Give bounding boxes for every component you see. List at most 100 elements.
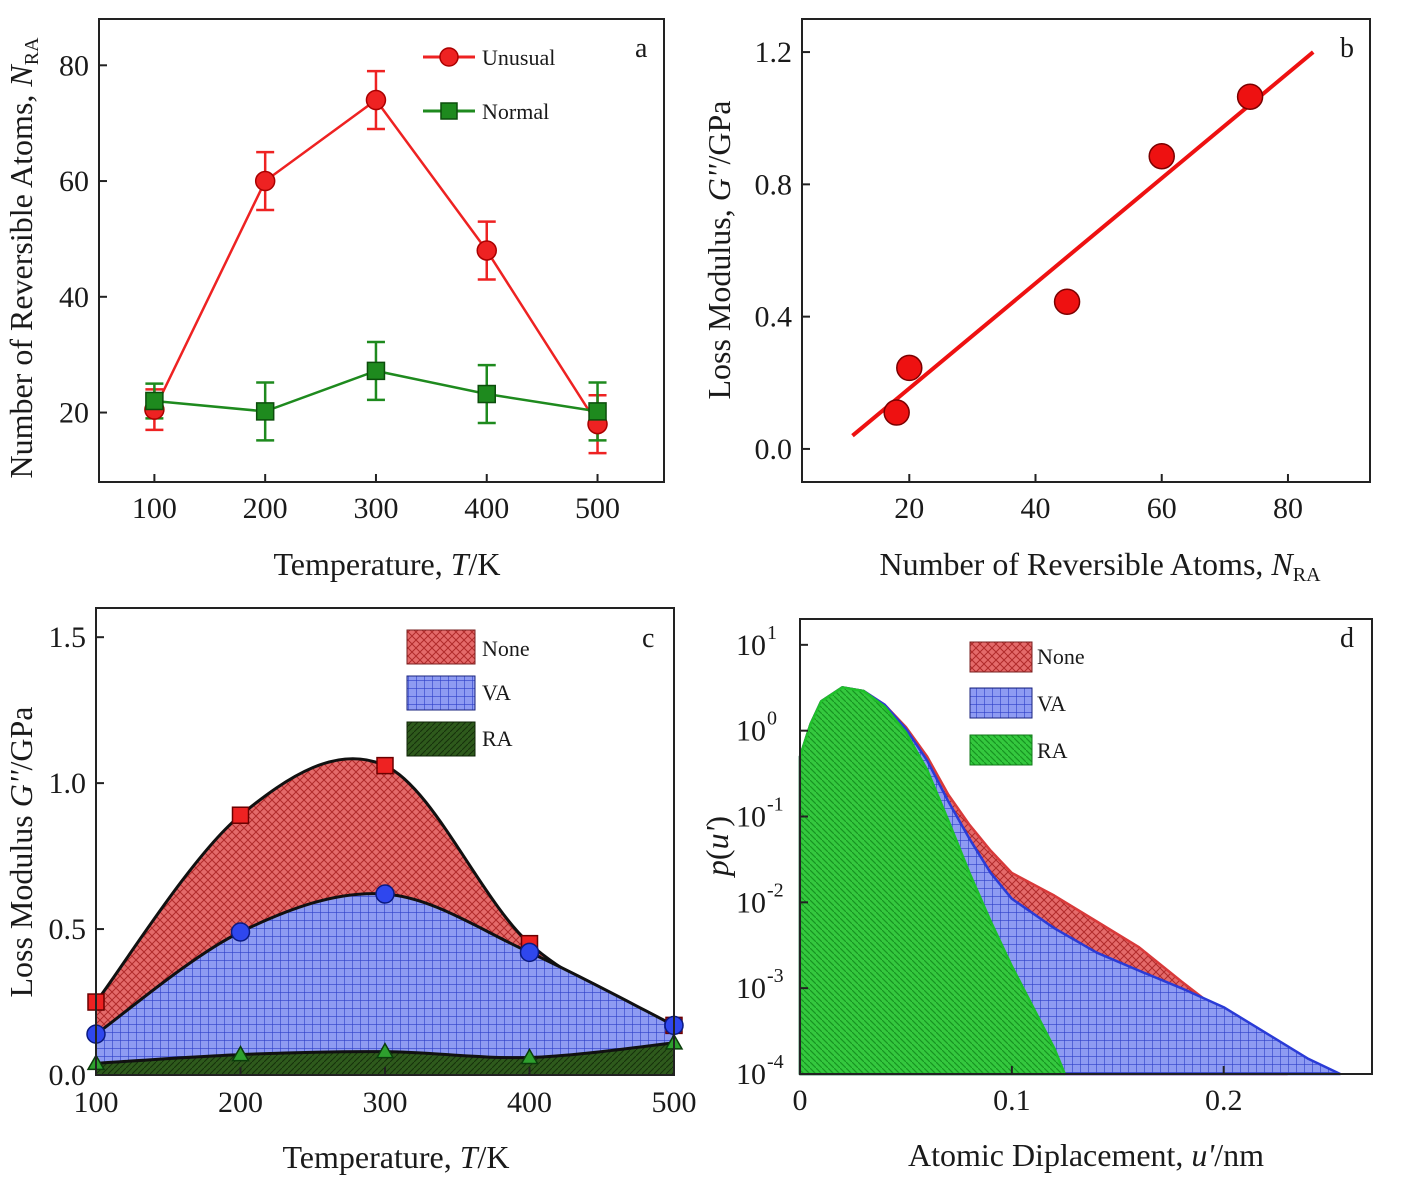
panel-a-legend: Unusual Normal — [423, 45, 555, 124]
panel-b-ylabel: Loss Modulus, G''/GPa — [701, 100, 737, 399]
legend-va-swatch — [406, 675, 476, 711]
y-tick-exponent: 0 — [767, 708, 777, 730]
x-tick-label: 400 — [507, 1086, 552, 1119]
panel-d-legend: None VA RA — [969, 641, 1085, 766]
area-ra — [96, 1042, 674, 1075]
legend-normal-marker — [440, 102, 458, 120]
panel-a-frame — [98, 18, 665, 483]
y-tick-label: 10 — [736, 801, 766, 834]
panel-c-ylabel: Loss Modulus G''/GPa — [3, 706, 39, 997]
x-tick-label: 400 — [464, 492, 509, 525]
y-tick-label: 10 — [736, 1058, 766, 1091]
y-tick-label: 0.4 — [755, 301, 793, 334]
data-point-normal — [366, 361, 386, 381]
x-tick-label: 300 — [363, 1086, 408, 1119]
panel-a-ylabel: Number of Reversible Atoms, NRA — [3, 37, 43, 479]
data-point-va — [519, 942, 540, 963]
panel-d-label: d — [1340, 623, 1354, 654]
panel-b: 20 40 60 80 0.0 0.4 0.8 1.2 b Number of Reversi… — [701, 18, 1371, 586]
y-tick-label: 40 — [59, 281, 89, 314]
y-tick-label: 10 — [736, 972, 766, 1005]
panel-b-frame — [801, 18, 1371, 483]
y-tick-label: 1.5 — [49, 621, 87, 654]
panel-a-data — [144, 69, 608, 455]
y-tick-label: 20 — [59, 397, 89, 430]
x-tick-label: 20 — [894, 492, 924, 525]
legend-ra-swatch — [406, 721, 476, 757]
legend-unusual-marker — [439, 47, 459, 67]
panel-d-frame — [799, 618, 1373, 1075]
y-tick-label: 0.5 — [49, 913, 87, 946]
legend-unusual-label: Unusual — [482, 45, 555, 70]
x-tick-label: 80 — [1273, 492, 1303, 525]
panel-c-xlabel: Temperature, T/K — [282, 1139, 509, 1175]
data-point — [1053, 288, 1081, 316]
panel-a-xlabel: Temperature, T/K — [273, 546, 500, 582]
panel-d-ylabel: p(u') — [699, 816, 735, 878]
panel-c: 100 200 300 400 500 0.0 0.5 1.0 1.5 c None VA RA… — [3, 607, 697, 1175]
panel-a-ticks: 100 200 300 400 500 20 40 60 80 — [59, 49, 620, 525]
panel-b-ticks: 20 40 60 80 0.0 0.4 0.8 1.2 — [755, 36, 1303, 525]
x-tick-label: 40 — [1021, 492, 1051, 525]
x-tick-label: 0 — [793, 1084, 808, 1117]
panel-c-label: c — [642, 623, 654, 654]
data-point — [1236, 83, 1264, 110]
legend-d-none-swatch — [969, 641, 1033, 673]
x-tick-label: 200 — [218, 1086, 263, 1119]
y-tick-label: 0.0 — [755, 433, 793, 466]
legend-va-label: VA — [482, 680, 511, 705]
data-point-ra — [375, 1042, 395, 1059]
legend-normal-label: Normal — [482, 99, 549, 124]
data-point-va — [375, 884, 395, 904]
legend-d-va-swatch — [969, 687, 1033, 719]
data-point-normal — [477, 384, 496, 404]
legend-none-swatch — [406, 629, 476, 665]
legend-d-none-label: None — [1037, 644, 1085, 669]
data-point-unusual — [254, 170, 276, 192]
x-tick-label: 500 — [575, 492, 620, 525]
legend-d-va-label: VA — [1037, 691, 1066, 716]
x-tick-label: 60 — [1147, 492, 1177, 525]
legend-d-ra-label: RA — [1037, 738, 1068, 763]
y-tick-label: 1.2 — [755, 36, 793, 69]
data-point-none — [376, 756, 394, 775]
panel-a-label: a — [635, 33, 648, 64]
legend-none-label: None — [482, 636, 530, 661]
y-tick-label: 10 — [736, 715, 766, 748]
legend-ra-label: RA — [482, 726, 513, 751]
y-tick-exponent: -1 — [767, 794, 784, 816]
y-tick-label: 60 — [59, 165, 89, 198]
y-tick-exponent: -4 — [767, 1051, 784, 1073]
data-point-ra — [231, 1045, 250, 1062]
panel-c-data — [86, 756, 684, 1075]
panel-d-xlabel: Atomic Diplacement, u'/nm — [908, 1137, 1264, 1173]
y-tick-label: 80 — [59, 49, 89, 82]
distribution-ra — [798, 686, 1067, 1076]
data-point-unusual — [365, 89, 387, 111]
data-point-unusual — [476, 240, 497, 261]
x-tick-label: 200 — [243, 492, 288, 525]
data-point-normal — [255, 402, 275, 421]
panel-c-legend: None VA RA — [406, 629, 530, 757]
data-point-va — [230, 922, 251, 942]
panel-b-label: b — [1340, 33, 1354, 64]
y-tick-label: 10 — [736, 629, 766, 662]
y-tick-label: 0.0 — [49, 1059, 87, 1092]
panel-b-data — [851, 50, 1315, 438]
data-point-ra — [520, 1047, 539, 1065]
legend-d-ra-swatch — [969, 734, 1033, 766]
panel-c-ticks: 100 200 300 400 500 0.0 0.5 1.0 1.5 — [49, 621, 697, 1119]
panel-a: 100 200 300 400 500 20 40 60 80 a Unusual Normal… — [3, 18, 665, 582]
x-tick-label: 300 — [353, 492, 398, 525]
data-point-none — [231, 806, 250, 824]
data-point — [883, 399, 910, 426]
y-tick-exponent: 1 — [767, 622, 777, 644]
y-tick-label: 0.8 — [755, 168, 793, 201]
data-point-normal — [145, 391, 164, 411]
data-point — [1148, 142, 1175, 170]
y-tick-label: 10 — [736, 886, 766, 919]
y-tick-label: 1.0 — [49, 767, 87, 800]
